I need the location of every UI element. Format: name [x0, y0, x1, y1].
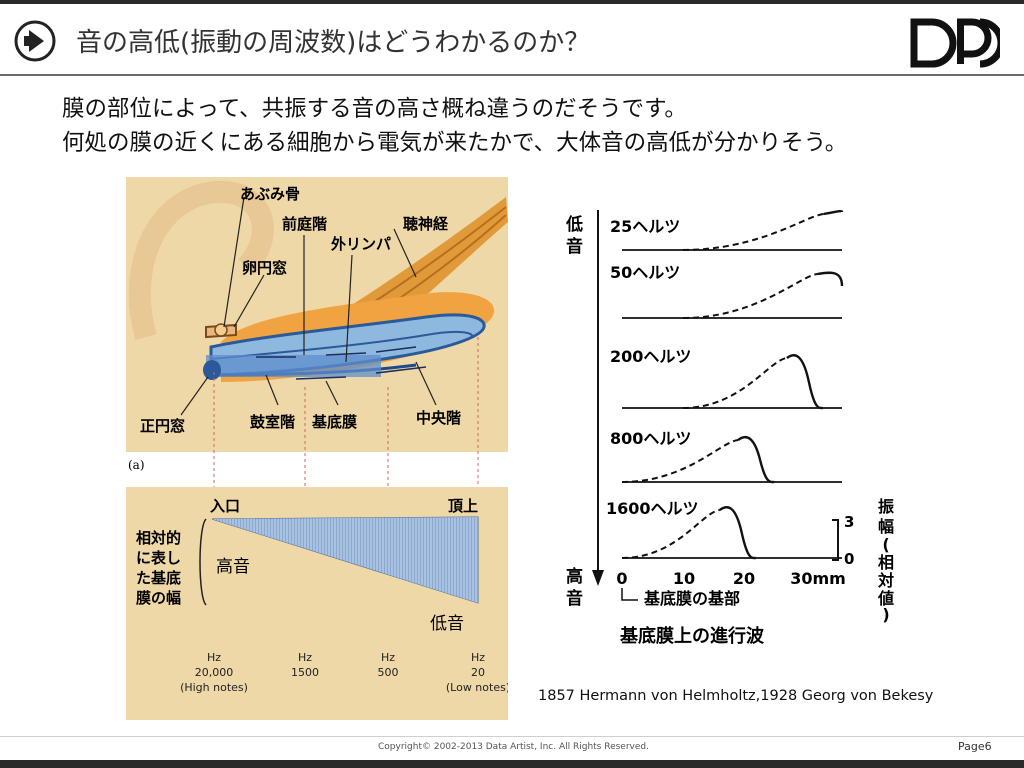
footer-divider	[0, 736, 1024, 737]
wave-envelope-rise	[682, 213, 824, 251]
amp-label-2: 幅	[878, 517, 894, 536]
freq-unit-2: Hz	[298, 651, 312, 664]
freq-unit-4: Hz	[471, 651, 485, 664]
width-label-line-4: 膜の幅	[136, 589, 181, 607]
label-high-notes-jp: 高音	[216, 557, 250, 577]
label-apex: 頂上	[448, 497, 478, 515]
intro-line-2: 何処の膜の近くにある細胞から電気が来たかで、大体音の高低が分かりそう。	[62, 130, 848, 156]
amp-label-6: 値	[877, 589, 894, 608]
wave-label: 50ヘルツ	[610, 263, 680, 282]
x-tick-3: 30mm	[790, 569, 846, 588]
label-entrance: 入口	[210, 497, 240, 515]
amp-label-4: 相	[878, 553, 894, 572]
label-scala-vestibuli: 前庭階	[282, 215, 327, 233]
label-round-window: 正円窓	[140, 417, 185, 435]
copyright-text: Copyright© 2002-2013 Data Artist, Inc. A…	[378, 742, 649, 752]
wave-label: 200ヘルツ	[610, 347, 691, 366]
amp-label-7: )	[882, 605, 889, 624]
wave-curves: 25ヘルツ 50ヘルツ 200ヘルツ 800ヘルツ 1600ヘルツ	[606, 209, 844, 560]
wave-envelope-peak	[817, 271, 844, 287]
label-basilar-membrane: 基底膜	[311, 413, 357, 431]
label-perilymph: 外リンパ	[330, 235, 391, 253]
wave-label: 1600ヘルツ	[606, 499, 699, 518]
high-label-2: 音	[566, 588, 583, 609]
wave-envelope-rise	[621, 439, 739, 483]
wave-envelope-peak	[786, 354, 823, 410]
x-tick-2: 20	[733, 569, 755, 588]
freq-value-3: 500	[378, 666, 399, 679]
freq-value-1: 20,000	[195, 666, 234, 679]
wave-envelope-peak	[719, 506, 756, 560]
label-scala-tympani: 鼓室階	[250, 413, 295, 431]
amp-tick-0: 0	[844, 550, 854, 568]
page-number: Page6	[958, 740, 992, 753]
top-bar	[0, 0, 1024, 4]
freq-note-1: (High notes)	[180, 681, 248, 694]
label-scala-media: 中央階	[416, 409, 461, 427]
freq-unit-3: Hz	[381, 651, 395, 664]
credit-text: 1857 Hermann von Helmholtz,1928 Georg vo…	[538, 688, 934, 704]
wave-envelope-rise	[682, 273, 818, 319]
wave-envelope-rise	[682, 357, 788, 409]
round-window	[203, 360, 221, 380]
label-stapes: あぶみ骨	[240, 185, 300, 203]
intro-line-1: 膜の部位によって、共振する音の高さ概ね違うのだそうです。	[62, 96, 687, 122]
wave-caption: 基底膜上の進行波	[619, 625, 765, 647]
label-auditory-nerve: 聴神経	[403, 215, 449, 233]
amp-label-3: (	[882, 535, 889, 554]
wave-envelope-peak	[737, 436, 775, 484]
panel-tag: (a)	[128, 458, 145, 472]
wave-envelope-rise	[621, 509, 721, 559]
wave-label: 800ヘルツ	[610, 429, 691, 448]
dp-logo-icon	[910, 18, 1000, 68]
label-oval-window: 卵円窓	[242, 259, 287, 277]
low-label-2: 音	[566, 236, 583, 257]
semicircular-canal	[128, 180, 274, 341]
x-origin-label: 基底膜の基部	[643, 589, 740, 608]
width-label-line-2: に表し	[136, 549, 181, 567]
freq-note-4: (Low notes)	[446, 681, 508, 694]
bottom-bar	[0, 760, 1024, 768]
cochlea-figure: あぶみ骨 前庭階 聴神経 外リンパ 卵円窓 正円窓 鼓室階 基底膜 中央階 (a…	[126, 177, 508, 720]
amp-label-5: 対	[877, 571, 894, 590]
label-low-notes-jp: 低音	[430, 614, 464, 634]
slide-title: 音の高低(振動の周波数)はどうわかるのか？	[76, 28, 591, 58]
amp-tick-3: 3	[844, 513, 854, 531]
freq-value-2: 1500	[291, 666, 319, 679]
wave-envelope-peak	[823, 209, 844, 216]
intro-text: 膜の部位によって、共振する音の高さ概ね違うのだそうです。 何処の膜の近くにある細…	[62, 92, 847, 160]
amp-label-1: 振	[878, 497, 894, 516]
width-label-line-3: た基底	[136, 569, 181, 587]
x-tick-1: 10	[673, 569, 695, 588]
slide-header: 音の高低(振動の周波数)はどうわかるのか？	[0, 4, 1024, 76]
width-label-line-1: 相対的	[136, 529, 181, 547]
freq-value-4: 20	[471, 666, 485, 679]
wave-label: 25ヘルツ	[610, 217, 680, 236]
freq-unit-1: Hz	[207, 651, 221, 664]
x-tick-0: 0	[616, 569, 627, 588]
high-label-1: 高	[566, 566, 583, 587]
low-label-1: 低	[565, 214, 583, 235]
circle-arrow-icon	[14, 20, 56, 62]
